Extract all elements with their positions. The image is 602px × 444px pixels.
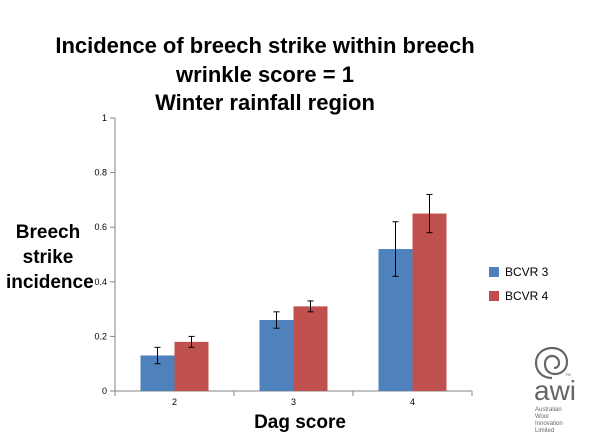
y-tick-label: 0.2	[94, 331, 107, 341]
y-tick-label: 0	[102, 386, 107, 396]
legend-swatch-bcvr-3	[489, 267, 499, 277]
y-axis-label-line-2: strike	[22, 247, 74, 268]
y-tick-label: 0.4	[94, 277, 107, 287]
bar-bcvr-4-3	[293, 306, 328, 391]
chart-legend: BCVR 3 BCVR 4	[489, 260, 548, 308]
x-tick-label: 3	[291, 397, 296, 407]
legend-item-bcvr-4: BCVR 4	[489, 284, 548, 308]
legend-label-bcvr-3: BCVR 3	[505, 265, 549, 279]
awi-logo-icon: TM	[534, 346, 571, 380]
awi-logo: TM awi Australian Wool Innovation Limite…	[532, 345, 598, 435]
logo-sub-3: Limited	[535, 428, 555, 434]
logo-tm: TM	[565, 372, 571, 377]
y-tick-label: 0.8	[94, 168, 107, 178]
y-axis-label-line-1: Breech	[15, 222, 81, 243]
legend-item-bcvr-3: BCVR 3	[489, 260, 548, 284]
logo-word: awi	[534, 375, 577, 406]
chart-title-line-3: Winter rainfall region	[155, 90, 375, 115]
chart-title-line-2: wrinkle score = 1	[176, 62, 354, 87]
y-tick-label: 0.6	[94, 222, 107, 232]
y-axis-label-line-3: incidence	[6, 272, 94, 293]
x-tick-label: 2	[172, 397, 177, 407]
chart-title-line-1: Incidence of breech strike within breech	[55, 33, 475, 58]
logo-sub-1: Australian	[535, 407, 562, 413]
x-tick-label: 4	[410, 397, 415, 407]
y-tick-label: 1	[102, 113, 107, 123]
bar-bcvr-4-2	[174, 341, 209, 391]
x-axis-label: Dag score	[254, 412, 346, 433]
legend-label-bcvr-4: BCVR 4	[505, 289, 549, 303]
bar-bcvr-4-4	[412, 213, 447, 391]
logo-sub-2: Wool Innovation	[535, 414, 563, 427]
legend-swatch-bcvr-4	[489, 291, 499, 301]
bar-bcvr-3-3	[259, 320, 294, 391]
